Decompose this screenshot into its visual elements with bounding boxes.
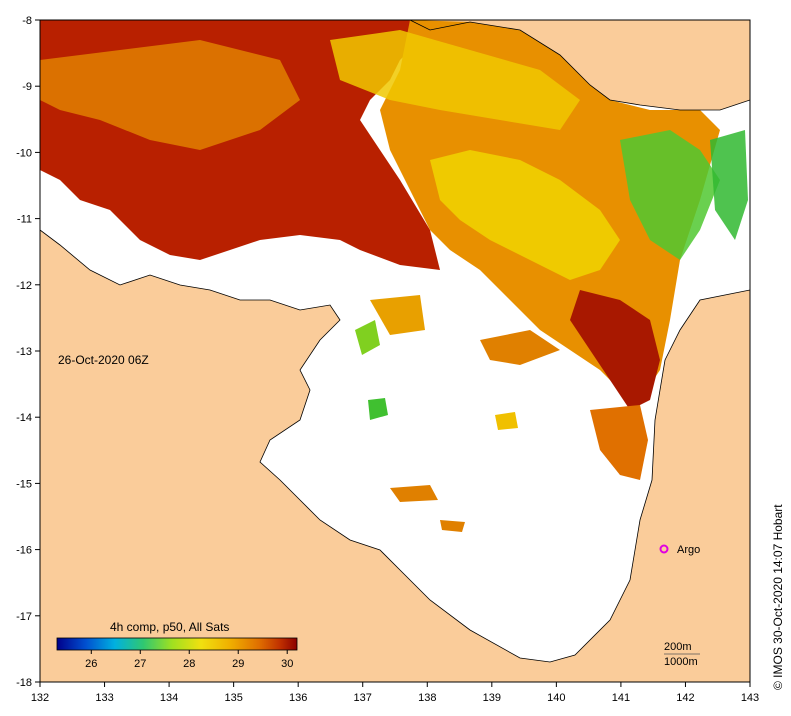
argo-label: Argo: [677, 544, 700, 556]
coastline-north: [409, 20, 750, 111]
argo-float-marker[interactable]: [659, 544, 669, 554]
depth-contour-1000m-label: 1000m: [664, 656, 698, 668]
latitude-axis: -8 -9 -10 -11 -12 -13 -14 -15 -16 -17 -18: [16, 15, 40, 689]
lon-tick-label: 137: [354, 692, 372, 704]
colorbar-ticks: 26 27 28 29 30: [85, 650, 293, 670]
lat-tick-label: -9: [22, 81, 32, 93]
lon-tick-label: 141: [612, 692, 630, 704]
timestamp-label: 26-Oct-2020 06Z: [58, 353, 149, 367]
colorbar-tick-label: 29: [232, 658, 244, 670]
sst-orange-south: [590, 405, 648, 480]
lat-tick-label: -17: [16, 611, 32, 623]
lat-tick-label: -16: [16, 545, 32, 557]
colorbar-tick-label: 30: [281, 658, 293, 670]
sst-orange-west: [40, 40, 300, 150]
sst-yellow-north: [330, 30, 580, 130]
lat-tick-label: -14: [16, 412, 32, 424]
colorbar-title: 4h comp, p50, All Sats: [110, 620, 229, 634]
sst-patch-1: [390, 485, 438, 502]
lon-tick-label: 142: [676, 692, 694, 704]
lon-tick-label: 136: [289, 692, 307, 704]
lon-tick-label: 132: [31, 692, 49, 704]
lat-tick-label: -8: [22, 15, 32, 27]
colorbar-tick-label: 27: [134, 658, 146, 670]
credit-label: © IMOS 30-Oct-2020 14:07 Hobart: [771, 504, 785, 690]
sst-patch-2: [440, 520, 465, 532]
lat-tick-label: -13: [16, 346, 32, 358]
lat-tick-label: -12: [16, 280, 32, 292]
lat-tick-label: -15: [16, 478, 32, 490]
lon-tick-label: 143: [741, 692, 759, 704]
lon-tick-label: 135: [224, 692, 242, 704]
sst-cool-patch-ne: [710, 130, 748, 240]
sst-cool-patch-east: [620, 130, 720, 260]
sst-patch-4: [480, 330, 560, 365]
lon-tick-label: 133: [95, 692, 113, 704]
sst-patch-5: [495, 412, 518, 430]
lon-tick-label: 134: [160, 692, 178, 704]
lon-tick-label: 140: [547, 692, 565, 704]
sst-warm-east: [570, 290, 660, 410]
coastline: [40, 229, 750, 663]
colorbar-tick-label: 28: [183, 658, 195, 670]
lat-tick-label: -11: [17, 214, 32, 226]
lon-tick-label: 139: [483, 692, 501, 704]
lat-tick-label: -10: [16, 147, 32, 159]
depth-contour-200m-label: 200m: [664, 641, 692, 653]
colorbar: [56, 637, 298, 651]
longitude-axis: 132 133 134 135 136 137 138 139 140 141 142 143: [31, 682, 759, 704]
colorbar-tick-label: 26: [85, 658, 97, 670]
lat-tick-label: -18: [16, 677, 32, 689]
sst-yellow-region: [430, 150, 620, 280]
sst-patch-3: [370, 295, 425, 335]
sst-cool-patch-sw: [368, 398, 388, 420]
lon-tick-label: 138: [418, 692, 436, 704]
sst-cool-patch-mid: [355, 320, 380, 355]
